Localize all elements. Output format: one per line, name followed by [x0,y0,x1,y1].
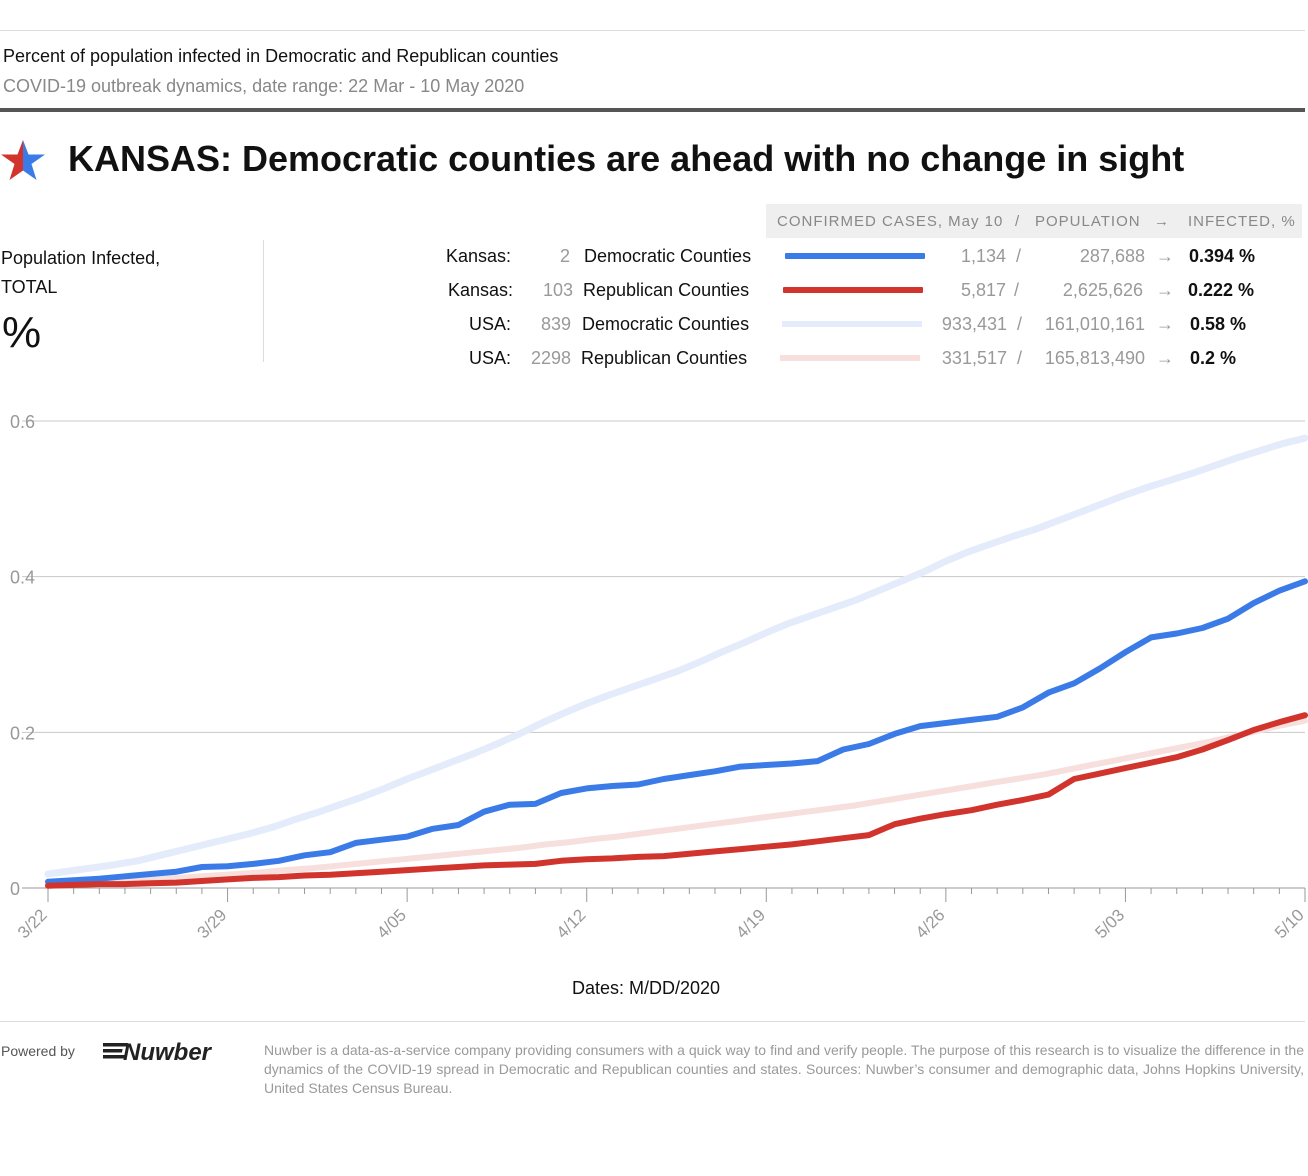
legend-header: CONFIRMED CASES, May 10 / POPULATION → I… [766,204,1302,238]
x-tick-label: 3/29 [194,905,231,942]
series-line [45,717,1308,888]
legend-header-arrow: → [1154,213,1170,230]
legend-slash: / [1017,314,1023,334]
legend-cases: 933,431 [941,314,1007,334]
legend-line-swatch [785,253,925,259]
legend-population: 161,010,161 [1044,314,1145,334]
legend-header-population: POPULATION [1035,213,1141,230]
legend-line-swatch [783,287,923,293]
legend-county-count: 103 [542,280,573,300]
legend-arrow: → [1156,280,1174,300]
legend-arrow: → [1156,348,1174,368]
powered-by-label: Powered by [1,1043,75,1059]
legend-row-usa-rep: USA: 2298 Republican Counties 331,517 / … [0,343,1308,373]
x-tick-label: 4/05 [373,905,410,942]
legend-row-usa-dem: USA: 839 Democratic Counties 933,431 / 1… [0,309,1308,339]
top-divider [0,30,1305,31]
star-icon [1,140,45,180]
legend-population: 2,625,626 [1062,280,1143,300]
legend-slash: / [1017,348,1023,368]
legend-cases: 1,134 [960,246,1006,266]
y-tick-label: 0.2 [10,723,35,743]
y-tick-label: 0.6 [10,412,35,432]
legend-population: 287,688 [1079,246,1145,266]
legend-county-count: 839 [540,314,571,334]
y-axis-title-line1: Population Infected, [1,248,161,268]
y-axis-title-line2: TOTAL [1,277,58,297]
legend-infected: 0.2 % [1190,348,1237,368]
footer-divider [0,1021,1305,1022]
legend-label: Democratic Counties [584,246,752,266]
series-line [45,712,1308,889]
legend-region: USA: [468,348,511,368]
legend-line-swatch [780,355,920,361]
legend-label: Republican Counties [583,280,750,300]
legend-region: USA: [468,314,511,334]
series-line [44,434,1308,878]
legend-arrow: → [1156,246,1174,266]
legend-infected: 0.58 % [1190,314,1247,334]
legend-slash: / [1016,246,1022,266]
chart-subtitle: COVID-19 outbreak dynamics, date range: … [3,76,525,96]
y-tick-label: 0.4 [10,568,35,588]
y-tick-label: 0 [10,879,20,899]
nuwber-logo: Nuwber [103,1039,213,1066]
legend-header-infected: INFECTED, % [1188,213,1296,230]
chart-supertitle: Percent of population infected in Democr… [3,46,559,66]
legend-header-separator: / [1015,213,1021,230]
legend-label: Democratic Counties [582,314,750,334]
x-tick-label: 4/19 [732,905,769,942]
legend-cases: 331,517 [941,348,1007,368]
legend-slash: / [1014,280,1020,300]
legend-header-confirmed: CONFIRMED CASES, May 10 [777,213,1004,230]
chart-headline: KANSAS: Democratic counties are ahead wi… [68,138,1185,179]
legend-infected: 0.394 % [1189,246,1256,266]
legend-divider [263,240,264,362]
x-axis-title: Dates: M/DD/2020 [572,978,721,998]
legend-region: Kansas: [445,246,511,266]
header-rule [0,108,1305,112]
legend-cases: 5,817 [960,280,1006,300]
x-tick-label: 3/22 [14,905,51,942]
x-tick-label: 5/10 [1271,905,1308,942]
line-chart: 0 0.2 0.4 0.6 3/22 3/29 4/05 4/12 4/19 4/26 5/03 5/… [10,412,1308,942]
legend-label: Republican Counties [581,348,748,368]
legend-infected: 0.222 % [1188,280,1255,300]
series-line [45,578,1308,885]
legend-row-kansas-dem: Kansas: 2 Democratic Counties 1,134 / 28… [0,241,1308,271]
logo-text: Nuwber [123,1039,213,1066]
y-axis-unit: % [2,308,42,357]
legend-arrow: → [1156,314,1174,334]
x-tick-label: 4/12 [553,905,590,942]
legend-county-count: 2 [559,246,570,266]
x-tick-label: 5/03 [1091,905,1128,942]
legend-region: Kansas: [447,280,513,300]
legend-population: 165,813,490 [1044,348,1145,368]
legend-row-kansas-rep: Kansas: 103 Republican Counties 5,817 / … [0,275,1308,305]
x-tick-label: 4/26 [912,905,949,942]
y-axis-title: Population Infected, TOTAL [1,244,160,302]
footer-note: Nuwber is a data-as-a-service company pr… [264,1042,1304,1096]
legend-line-swatch [782,321,922,327]
legend-county-count: 2298 [530,348,571,368]
